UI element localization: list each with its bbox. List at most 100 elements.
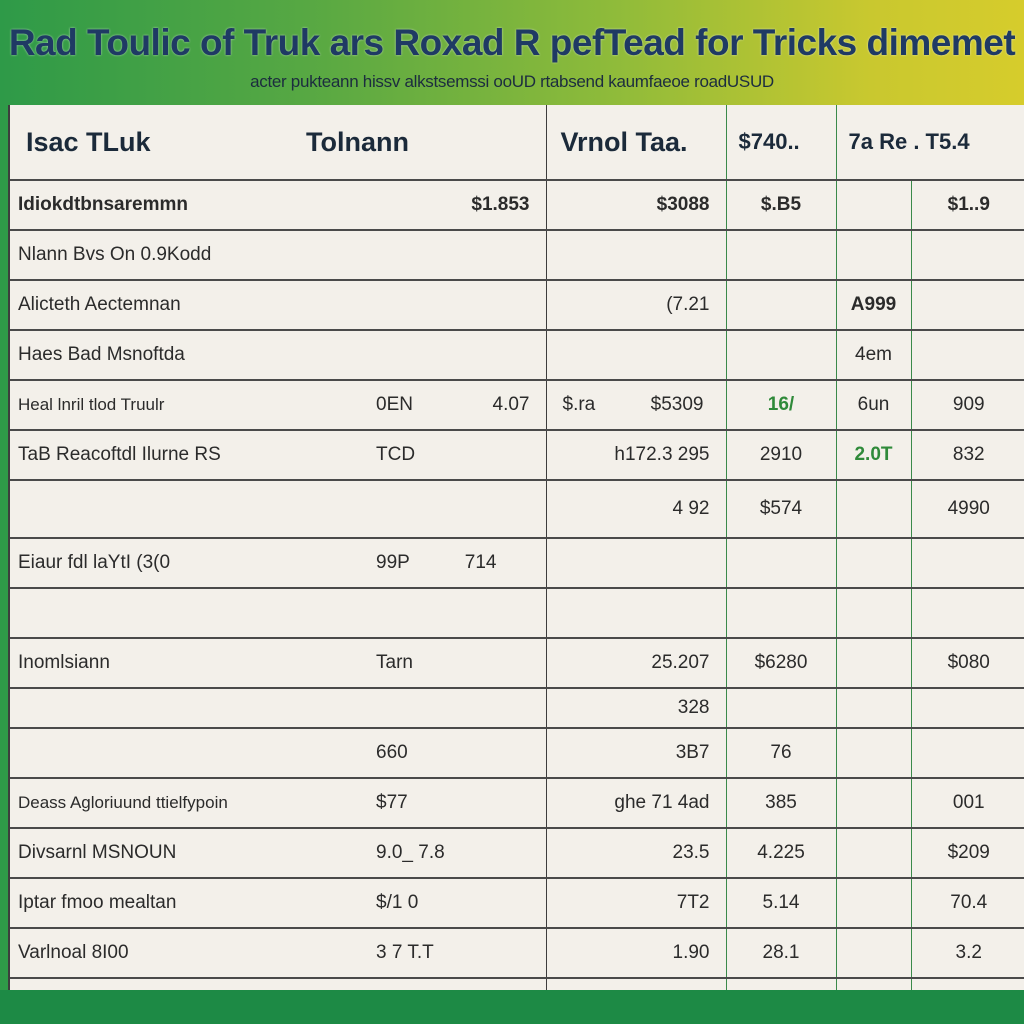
table-cell: h172.3 295	[545, 430, 726, 481]
page-subtitle: acter pukteann hissv alkstsemssi ooUD rt…	[250, 72, 774, 91]
table-cell-text: 0EN	[376, 394, 413, 415]
column-header: Vrnol Taa.	[545, 105, 726, 181]
table-cell	[835, 828, 911, 879]
table-cell: 328	[545, 688, 726, 729]
column-header: 7a Re . T5.4	[835, 105, 1024, 181]
table-cell: 70.4	[910, 878, 1024, 929]
row-label: Eiaur fdl laYtI (3(0	[10, 538, 300, 589]
table-row: Idiokdtbnsaremmn $1.853 $3088 $.B5 $1..9	[10, 180, 1024, 231]
table-cell: 6un	[835, 380, 911, 431]
page-title: Rad Toulic of Truk ars Roxad R pefTead f…	[8, 22, 1016, 63]
column-header: Tolnann	[300, 105, 546, 181]
table-row: Varlnoal 8I00 3 7 T.T 1.90 28.1 3.2	[10, 928, 1024, 979]
cost-table: Isac TLuk Tolnann Vrnol Taa. $740.. 7a R…	[10, 105, 1024, 1024]
row-label: Inomlsiann	[10, 638, 300, 689]
table-row: Deass Agloriuund ttielfypoin $77 ghe 71 …	[10, 778, 1024, 829]
table-cell: 3 7 T.T	[300, 928, 546, 979]
table-cell-text: Tarn	[376, 652, 413, 673]
table-row: Nlann Bvs On 0.9Kodd	[10, 230, 1024, 281]
table-cell	[835, 180, 911, 231]
table-row: 660 3B7 76	[10, 728, 1024, 779]
table-cell: 76	[725, 728, 836, 779]
table-cell-text: 660	[376, 742, 408, 763]
table-cell-text: 99P	[376, 552, 410, 573]
table-cell: 2.0T	[835, 430, 911, 481]
row-label	[10, 688, 300, 729]
table-cell-text: $77	[376, 792, 408, 813]
table-row: Inomlsiann Tarn 25.207 $6280 $080	[10, 638, 1024, 689]
table-cell: $3088	[545, 180, 726, 231]
table-cell	[545, 330, 726, 381]
table-row: TaB Reacoftdl Ilurne RS TCD h172.3 295 2…	[10, 430, 1024, 481]
table-cell	[835, 538, 911, 589]
table-cell	[725, 588, 836, 639]
table-cell-text: 9.0_ 7.8	[376, 842, 445, 863]
table-cell: 4em	[835, 330, 911, 381]
table-cell: 832	[910, 430, 1024, 481]
table-cell	[910, 330, 1024, 381]
table-row	[10, 588, 1024, 639]
table-cell: 99P 714	[300, 538, 546, 589]
table-cell: $6280	[725, 638, 836, 689]
table-cell: $080	[910, 638, 1024, 689]
table-cell	[910, 280, 1024, 331]
row-label: Iptar fmoo mealtan	[10, 878, 300, 929]
table-cell: 660	[300, 728, 546, 779]
table-cell: 25.207	[545, 638, 726, 689]
table-cell: 3.2	[910, 928, 1024, 979]
table-cell	[835, 588, 911, 639]
table-cell: 28.1	[725, 928, 836, 979]
table-cell	[835, 778, 911, 829]
table-cell	[910, 538, 1024, 589]
table-cell-text: TCD	[376, 444, 416, 465]
table-cell	[910, 230, 1024, 281]
table-cell: 5.14	[725, 878, 836, 929]
table-cell	[910, 688, 1024, 729]
table-cell: $574	[725, 480, 836, 539]
header-banner: Rad Toulic of Truk ars Roxad R pefTead f…	[0, 0, 1024, 105]
table-cell	[835, 878, 911, 929]
table-cell	[910, 728, 1024, 779]
table-cell	[725, 688, 836, 729]
table-cell	[300, 588, 546, 639]
table-cell: 385	[725, 778, 836, 829]
table-row: 4 92 $574 4990	[10, 480, 1024, 539]
table-cell	[545, 538, 726, 589]
table-row: Heal lnril tlod Truulr 0EN 4.07 $.ra $53…	[10, 380, 1024, 431]
table-cell	[835, 728, 911, 779]
table-cell: 4 92	[545, 480, 726, 539]
table-row: Eiaur fdl laYtI (3(0 99P 714	[10, 538, 1024, 589]
row-label: Alicteth Aectemnan	[10, 280, 300, 331]
table-cell-text: $5309	[650, 394, 704, 415]
row-label	[10, 480, 300, 539]
table-cell: $1..9	[910, 180, 1024, 231]
table-cell	[300, 280, 546, 331]
table-cell	[835, 638, 911, 689]
row-label: Nlann Bvs On 0.9Kodd	[10, 230, 300, 281]
table-cell	[725, 538, 836, 589]
table-cell: $.B5	[725, 180, 836, 231]
row-label: Deass Agloriuund ttielfypoin	[10, 778, 300, 829]
table-cell: ghe 71 4ad	[545, 778, 726, 829]
row-label: Idiokdtbnsaremmn	[10, 180, 300, 231]
table-cell	[300, 330, 546, 381]
table-cell: 2910	[725, 430, 836, 481]
table-cell: 001	[910, 778, 1024, 829]
table-row: Alicteth Aectemnan (7.21 A999	[10, 280, 1024, 331]
table-row: Divsarnl MSNOUN 9.0_ 7.8 23.5 4.225 $209	[10, 828, 1024, 879]
table-cell-text: 714	[464, 552, 497, 573]
table-cell	[835, 230, 911, 281]
row-label: Haes Bad Msnoftda	[10, 330, 300, 381]
table-cell: 16/	[725, 380, 836, 431]
column-header: Isac TLuk	[10, 105, 300, 181]
table-cell: (7.21	[545, 280, 726, 331]
table-row: Iptar fmoo mealtan $/1 0 7T2 5.14 70.4	[10, 878, 1024, 929]
table-cell	[725, 280, 836, 331]
table-cell: 7T2	[545, 878, 726, 929]
table-cell: $209	[910, 828, 1024, 879]
table-cell	[300, 230, 546, 281]
table-cell: $77	[300, 778, 546, 829]
table-cell	[835, 928, 911, 979]
table-panel: Isac TLuk Tolnann Vrnol Taa. $740.. 7a R…	[8, 105, 1024, 1024]
table-header-row: Isac TLuk Tolnann Vrnol Taa. $740.. 7a R…	[10, 105, 1024, 181]
